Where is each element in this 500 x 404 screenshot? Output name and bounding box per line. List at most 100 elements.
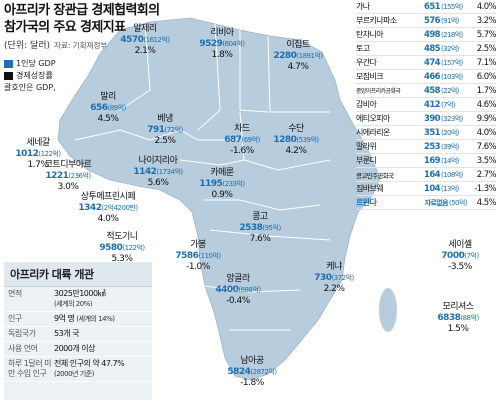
table-row: 가나 651 (155억) 4.0% [356,0,496,14]
country-name: 세네갈 [26,138,50,148]
row-gdp: 576 [424,15,441,26]
country-label-kenya: 케냐 730(372억) 2.2% [314,262,354,295]
row-country: 모잠비크 [356,72,384,81]
row-growth: 7.1% [476,57,496,68]
row-gdp: 412 [424,99,441,110]
overview-row: 하루 1달러 미만 수입 인구 전체 인구의 약 47.7% (2000년 기준) [4,357,152,382]
country-label-equatorial-guinea: 적도기니 9580(122억) 5.3% [99,232,145,265]
overview-value: 53개 국 [54,329,79,338]
row-country: 짐바브웨 [356,184,384,193]
row-country: 우간다 [356,58,377,67]
source-label: 자료: 기획재정부 [54,41,108,50]
country-gdp: 9529 [199,39,223,49]
overview-value-main: 9억 명 [54,314,75,323]
country-growth: 4.7% [287,62,309,72]
overview-row: 독립국가 53개 국 [4,327,152,342]
country-gdp: 730 [314,273,332,283]
country-label-cote-divoire: 코트디부아르 1221(236억) 3.0% [45,160,92,193]
row-country: 말라위 [356,142,377,151]
row-country: 르완다 [356,198,377,207]
country-growth: 7.6% [249,234,271,244]
country-pop: (604억) [222,40,245,48]
title-line-1: 아프리카 장관급 경제협력회의 [4,3,160,18]
row-pop: (157억) [441,58,463,67]
row-growth: 4.6% [476,99,496,110]
country-pop: (89억) [107,104,126,112]
overview-key: 하루 1달러 미만 수입 인구 [8,359,51,378]
table-row: 콩고민주공화국 164 (108억) 2.7% [356,168,496,182]
country-label-congo: 콩고 2538(95억) 7.6% [239,212,281,245]
country-pop: (7억) [464,252,479,260]
legend-label-growth: 경제성장률 [16,71,53,80]
row-pop: (91억) [441,16,459,25]
row-country: 중앙아프리카공화국 [356,88,401,95]
row-growth: 2.5% [476,43,496,54]
unit-label: (단위: 달러) [4,41,51,51]
legend-label-gdp: 1인당 GDP [16,59,56,68]
row-growth: 4.0% [476,127,496,138]
table-row: 토고 485 (32억) 2.5% [356,42,496,56]
country-name: 알제리 [133,24,157,34]
overview-value-sub: (세계의 20%) [54,300,93,308]
country-label-sudan: 수단 1280(539억) 4.2% [273,124,319,157]
row-gdp: 498 [424,29,441,40]
country-name: 남아공 [240,356,264,366]
country-name: 리비아 [210,28,234,38]
country-label-south-africa: 남아공 5824(2872억) -1.8% [227,356,277,389]
table-row: 부룬디 169 (14억) 3.5% [356,154,496,168]
row-gdp: 169 [424,155,441,166]
page-title: 아프리카 장관급 경제협력회의 참가국의 주요 경제지표 [4,2,160,36]
row-pop: (7억) [441,100,456,109]
row-gdp: 485 [424,43,441,54]
country-gdp: 1195 [199,179,223,189]
country-growth: -1.6% [230,146,254,156]
country-table: 가나 651 (155억) 4.0% 부르키나파소 576 (91억) 3.2% 탄자니아 4… [356,0,496,210]
country-gdp: 1221 [45,171,69,181]
row-pop: (103억) [441,72,463,81]
row-gdp: 651 [424,1,441,12]
country-pop: (122억) [38,150,61,158]
row-country: 토고 [356,44,370,53]
table-row: 중앙아프리카공화국 458 (22억) 1.7% [356,84,496,98]
country-label-benin: 베냉 791(72억) 2.5% [147,114,183,147]
legend-swatch-gdp [4,60,13,68]
overview-value: 3025만1000㎢ (세계의 20%) [54,289,148,309]
overview-row: 인구 9억 명 (세계의 14%) [4,312,152,327]
country-name: 코트디부아르 [44,160,92,170]
row-pop: (50억) [449,198,467,207]
country-growth: 1.5% [447,324,469,334]
country-pop: (2872억) [250,368,277,376]
row-gdp: 253 [424,141,441,152]
table-row: 모잠비크 466 (103억) 6.0% [356,70,496,84]
row-country: 부룬디 [356,156,377,165]
country-gdp: 4400 [215,285,239,295]
table-row: 시에라리온 351 (20억) 4.0% [356,126,496,140]
country-growth: 1.7% [27,160,49,170]
country-growth: 2.2% [323,284,345,294]
country-pop: (1612억) [143,36,170,44]
row-growth: 7.6% [476,141,496,152]
country-growth: 2.5% [154,136,176,146]
country-name: 케냐 [326,262,342,272]
country-label-senegal: 세네갈 1012(122억) 1.7% [15,138,61,171]
row-pop: (32억) [441,44,459,53]
country-growth: 0.9% [211,190,233,200]
country-pop: (2억4200만) [101,204,138,212]
country-borders [74,23,331,331]
overview-row: 면적 3025만1000㎢ (세계의 20%) [4,287,152,312]
country-growth: 5.6% [147,178,169,188]
country-name: 모리셔스 [442,302,474,312]
row-growth: 4.0% [476,1,496,12]
table-row: 말라위 253 (39억) 7.6% [356,140,496,154]
country-gdp: 1012 [15,149,39,159]
africa-landmass [57,17,381,381]
overview-value-main: 3025만1000㎢ [54,289,106,298]
country-growth: -1.0% [186,262,210,272]
table-row: 르완다 자료없음 (50억) 4.5% [356,196,496,210]
country-growth: 4.5% [97,114,119,124]
row-growth: 1.7% [476,85,496,96]
row-gdp: 466 [424,71,441,82]
overview-title: 아프리카 대륙 개관 [4,262,152,287]
